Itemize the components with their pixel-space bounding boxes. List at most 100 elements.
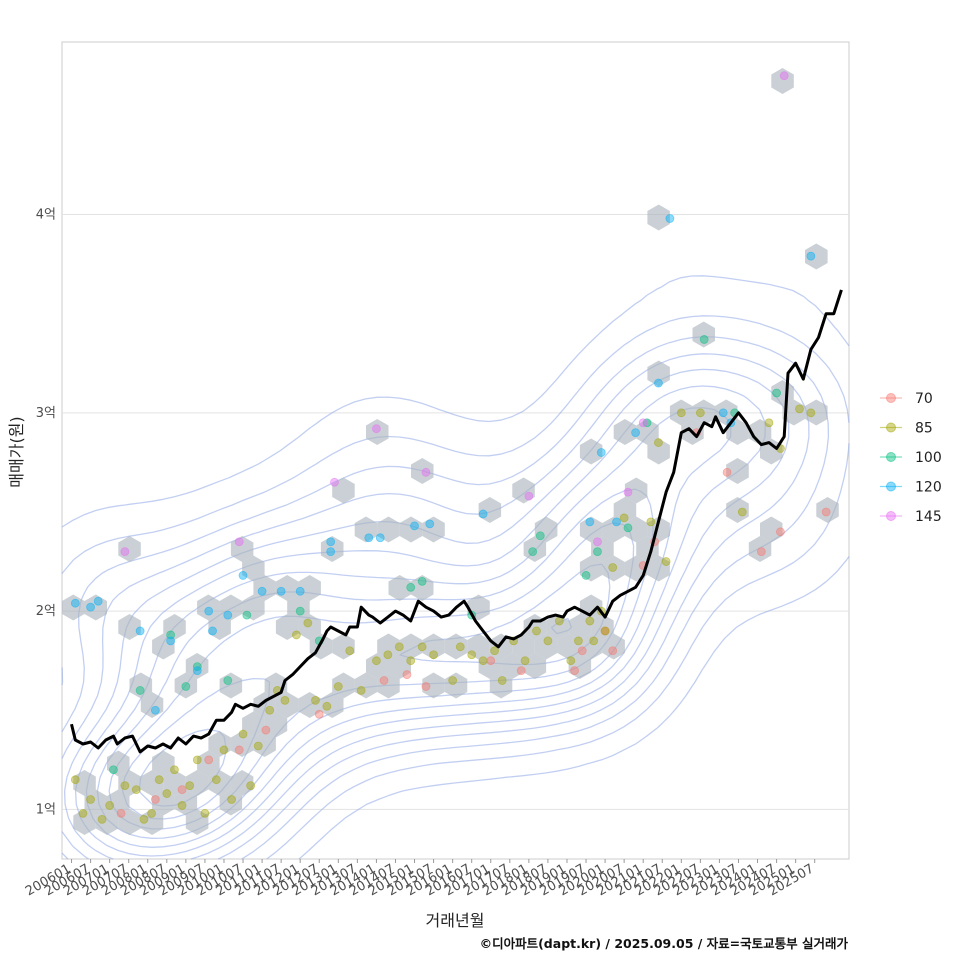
point-85 — [394, 642, 404, 652]
point-70 — [314, 709, 324, 719]
point-85 — [417, 642, 427, 652]
caption: ©디아파트(dapt.kr) / 2025.09.05 / 자료=국토교통부 실… — [480, 936, 849, 951]
hex-bin — [219, 672, 243, 699]
hex-bin — [647, 204, 670, 231]
hex-bin — [726, 458, 749, 484]
hex-bin — [805, 399, 828, 426]
hex-bin — [478, 497, 502, 523]
point-85 — [170, 765, 179, 775]
point-85 — [280, 695, 290, 705]
legend-item-70: 70 — [880, 391, 933, 407]
point-145 — [623, 487, 633, 497]
point-85 — [78, 808, 88, 818]
point-100 — [417, 576, 427, 586]
contour-line — [61, 336, 830, 860]
hex-bin — [467, 633, 490, 660]
point-120 — [612, 517, 621, 527]
point-85 — [654, 438, 663, 447]
hex-bin — [377, 672, 400, 699]
point-85 — [291, 630, 301, 640]
legend-key-dot — [886, 481, 896, 492]
point-85 — [303, 618, 313, 628]
x-axis-ticks: 2006012006072007012007072008012008072009… — [23, 859, 817, 899]
hex-bin — [163, 614, 186, 640]
point-85 — [86, 795, 95, 804]
point-85 — [589, 636, 599, 646]
hex-bin — [73, 809, 96, 835]
point-120 — [654, 378, 663, 388]
hex-bin — [568, 653, 592, 679]
point-70 — [570, 666, 579, 676]
point-120 — [238, 571, 248, 580]
point-85 — [70, 775, 80, 785]
hex-bin — [354, 516, 378, 543]
hex-bin — [647, 360, 670, 387]
point-85 — [322, 701, 332, 711]
hex-bin — [636, 419, 659, 445]
y-tick-label: 4억 — [36, 208, 56, 223]
point-145 — [779, 71, 789, 81]
y-tick-label: 2억 — [36, 604, 56, 619]
point-85 — [97, 814, 107, 824]
hex-bin — [489, 633, 513, 660]
point-85 — [585, 616, 595, 626]
hex-bin — [219, 789, 243, 816]
y-tick-label: 3억 — [36, 406, 56, 421]
point-120 — [375, 533, 385, 543]
point-85 — [253, 741, 263, 751]
hex-bin — [230, 536, 254, 562]
legend-item-100: 100 — [880, 450, 942, 466]
point-120 — [478, 509, 488, 519]
hex-bin — [107, 750, 130, 777]
hex-bin — [388, 575, 411, 601]
hex-bin — [579, 516, 603, 543]
point-145 — [421, 467, 431, 477]
point-145 — [330, 477, 339, 487]
legend-key-dot — [886, 393, 896, 403]
point-85 — [219, 745, 229, 755]
point-85 — [383, 650, 393, 660]
point-70 — [150, 795, 160, 804]
hex-bin — [399, 516, 423, 543]
point-120 — [192, 666, 202, 676]
point-100 — [593, 547, 602, 557]
point-85 — [200, 808, 210, 818]
hex-bin — [422, 633, 445, 660]
legend-label: 100 — [915, 450, 942, 466]
legend-item-145: 145 — [880, 509, 942, 525]
hex-bin — [118, 614, 141, 640]
legend-item-85: 85 — [880, 421, 933, 437]
point-70 — [402, 670, 412, 679]
point-70 — [177, 785, 187, 794]
hex-bin — [140, 692, 164, 718]
hex-bin — [320, 692, 344, 718]
legend-item-120: 120 — [880, 480, 942, 496]
hex-bin — [174, 672, 198, 699]
point-100 — [223, 676, 233, 685]
point-100 — [406, 582, 416, 592]
hex-bin — [298, 692, 321, 718]
point-100 — [166, 630, 176, 640]
hex-bin — [163, 770, 186, 796]
point-120 — [208, 626, 217, 636]
point-85 — [147, 808, 156, 818]
hex-bin — [624, 477, 648, 504]
legend-label: 85 — [915, 421, 933, 437]
point-120 — [718, 408, 728, 418]
point-85 — [177, 801, 187, 810]
hex-bin — [84, 594, 107, 621]
point-100 — [581, 571, 591, 580]
hex-bin — [140, 770, 164, 796]
point-85 — [608, 563, 618, 572]
hex-bin — [647, 438, 670, 465]
legend-key-dot — [886, 511, 896, 521]
hex-bin — [816, 497, 839, 523]
point-145 — [524, 491, 534, 501]
panel-background — [61, 41, 850, 860]
point-85 — [211, 775, 221, 785]
point-120 — [276, 586, 286, 596]
hex-bin — [579, 555, 603, 582]
point-145 — [638, 418, 648, 428]
point-145 — [120, 547, 130, 557]
point-85 — [566, 656, 576, 666]
